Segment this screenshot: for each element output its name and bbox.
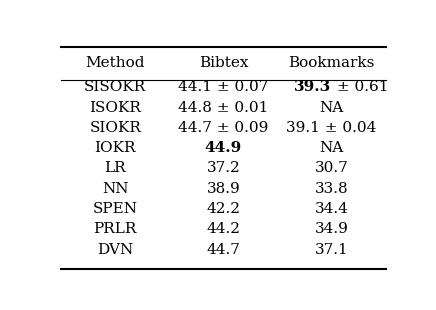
- Text: 44.1 ± 0.07: 44.1 ± 0.07: [178, 80, 269, 94]
- Text: 38.9: 38.9: [207, 182, 240, 196]
- Text: ± 0.61: ± 0.61: [331, 80, 388, 94]
- Text: 34.4: 34.4: [315, 202, 348, 216]
- Text: 37.1: 37.1: [315, 243, 348, 257]
- Text: 44.9: 44.9: [205, 141, 242, 155]
- Text: SISOKR: SISOKR: [84, 80, 146, 94]
- Text: NN: NN: [102, 182, 129, 196]
- Text: 39.1 ± 0.04: 39.1 ± 0.04: [286, 121, 377, 135]
- Text: 44.7 ± 0.09: 44.7 ± 0.09: [178, 121, 269, 135]
- Text: Bibtex: Bibtex: [199, 56, 248, 70]
- Text: ISOKR: ISOKR: [89, 101, 141, 115]
- Text: PRLR: PRLR: [94, 222, 137, 236]
- Text: IOKR: IOKR: [95, 141, 136, 155]
- Text: 39.3: 39.3: [294, 80, 331, 94]
- Text: 30.7: 30.7: [315, 162, 348, 175]
- Text: 44.7: 44.7: [207, 243, 240, 257]
- Text: 42.2: 42.2: [207, 202, 240, 216]
- Text: Method: Method: [85, 56, 145, 70]
- Text: 33.8: 33.8: [315, 182, 348, 196]
- Text: SPEN: SPEN: [93, 202, 138, 216]
- Text: LR: LR: [105, 162, 126, 175]
- Text: DVN: DVN: [97, 243, 133, 257]
- Text: 44.8 ± 0.01: 44.8 ± 0.01: [178, 101, 269, 115]
- Text: 34.9: 34.9: [315, 222, 348, 236]
- Text: Bookmarks: Bookmarks: [288, 56, 375, 70]
- Text: SIOKR: SIOKR: [89, 121, 141, 135]
- Text: NA: NA: [320, 101, 344, 115]
- Text: 44.2: 44.2: [207, 222, 240, 236]
- Text: 37.2: 37.2: [207, 162, 240, 175]
- Text: NA: NA: [320, 141, 344, 155]
